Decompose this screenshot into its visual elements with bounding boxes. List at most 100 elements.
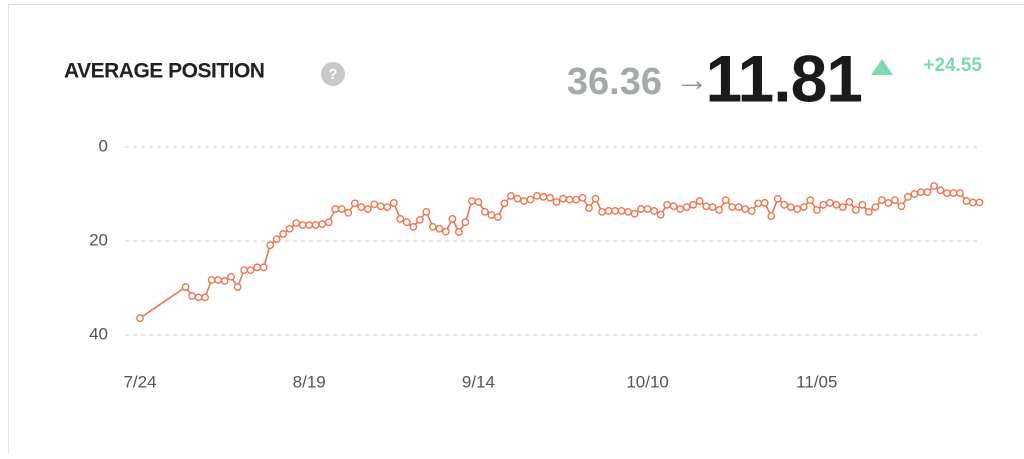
- point: [788, 204, 794, 210]
- point: [508, 193, 514, 199]
- point: [495, 214, 501, 220]
- point: [859, 202, 865, 208]
- point: [931, 183, 937, 189]
- point: [534, 193, 540, 199]
- point: [443, 228, 449, 234]
- point: [430, 224, 436, 230]
- point: [670, 203, 676, 209]
- point: [208, 277, 214, 283]
- y-tick-label: 0: [99, 136, 108, 155]
- y-tick-label: 40: [89, 324, 108, 343]
- point: [339, 206, 345, 212]
- point: [286, 226, 292, 232]
- point: [234, 284, 240, 290]
- point: [300, 222, 306, 228]
- point: [963, 198, 969, 204]
- point: [560, 196, 566, 202]
- point: [644, 206, 650, 212]
- point: [566, 196, 572, 202]
- point: [599, 209, 605, 215]
- point: [404, 219, 410, 225]
- point: [814, 207, 820, 213]
- point: [247, 267, 253, 273]
- point: [410, 224, 416, 230]
- point: [807, 197, 813, 203]
- point: [137, 315, 143, 321]
- point: [696, 198, 702, 204]
- point: [612, 208, 618, 214]
- from-value: 36.36: [567, 61, 662, 103]
- point: [651, 208, 657, 214]
- point: [879, 197, 885, 203]
- point: [254, 264, 260, 270]
- point: [547, 195, 553, 201]
- to-value: 11.81: [705, 41, 862, 115]
- point: [475, 199, 481, 205]
- y-tick-label: 20: [89, 230, 108, 249]
- point: [768, 213, 774, 219]
- point: [182, 284, 188, 290]
- point: [716, 207, 722, 213]
- point: [456, 229, 462, 235]
- help-icon[interactable]: ?: [328, 66, 337, 83]
- point: [189, 293, 195, 299]
- point: [326, 219, 332, 225]
- point: [241, 267, 247, 273]
- point: [371, 201, 377, 207]
- point: [384, 204, 390, 210]
- point: [345, 210, 351, 216]
- point: [742, 206, 748, 212]
- point: [195, 294, 201, 300]
- point: [228, 274, 234, 280]
- point: [306, 222, 312, 228]
- point: [267, 242, 273, 248]
- point: [462, 219, 468, 225]
- point: [885, 200, 891, 206]
- point: [781, 202, 787, 208]
- point: [618, 208, 624, 214]
- point: [319, 221, 325, 227]
- x-tick-label: 10/10: [626, 372, 669, 391]
- point: [358, 204, 364, 210]
- point: [488, 212, 494, 218]
- point: [911, 191, 917, 197]
- point: [586, 205, 592, 211]
- arrow: →: [675, 61, 709, 99]
- point: [625, 209, 631, 215]
- point: [736, 204, 742, 210]
- point: [378, 203, 384, 209]
- point: [944, 190, 950, 196]
- point: [794, 206, 800, 212]
- point: [527, 196, 533, 202]
- point: [729, 204, 735, 210]
- point: [749, 208, 755, 214]
- point: [638, 206, 644, 212]
- point: [918, 189, 924, 195]
- point: [553, 199, 559, 205]
- point: [221, 278, 227, 284]
- x-tick-label: 8/19: [293, 372, 326, 391]
- point: [280, 231, 286, 237]
- point: [436, 226, 442, 232]
- point: [215, 277, 221, 283]
- point: [352, 200, 358, 206]
- x-tick-label: 11/05: [796, 372, 837, 391]
- point: [970, 199, 976, 205]
- point: [872, 204, 878, 210]
- point: [853, 207, 859, 213]
- point: [579, 195, 585, 201]
- point: [924, 189, 930, 195]
- point: [827, 200, 833, 206]
- point: [293, 220, 299, 226]
- point: [469, 198, 475, 204]
- point: [332, 206, 338, 212]
- point: [840, 204, 846, 210]
- point: [514, 196, 520, 202]
- point: [397, 216, 403, 222]
- point: [898, 203, 904, 209]
- point: [657, 211, 663, 217]
- point: [202, 294, 208, 300]
- point: [833, 202, 839, 208]
- point: [521, 198, 527, 204]
